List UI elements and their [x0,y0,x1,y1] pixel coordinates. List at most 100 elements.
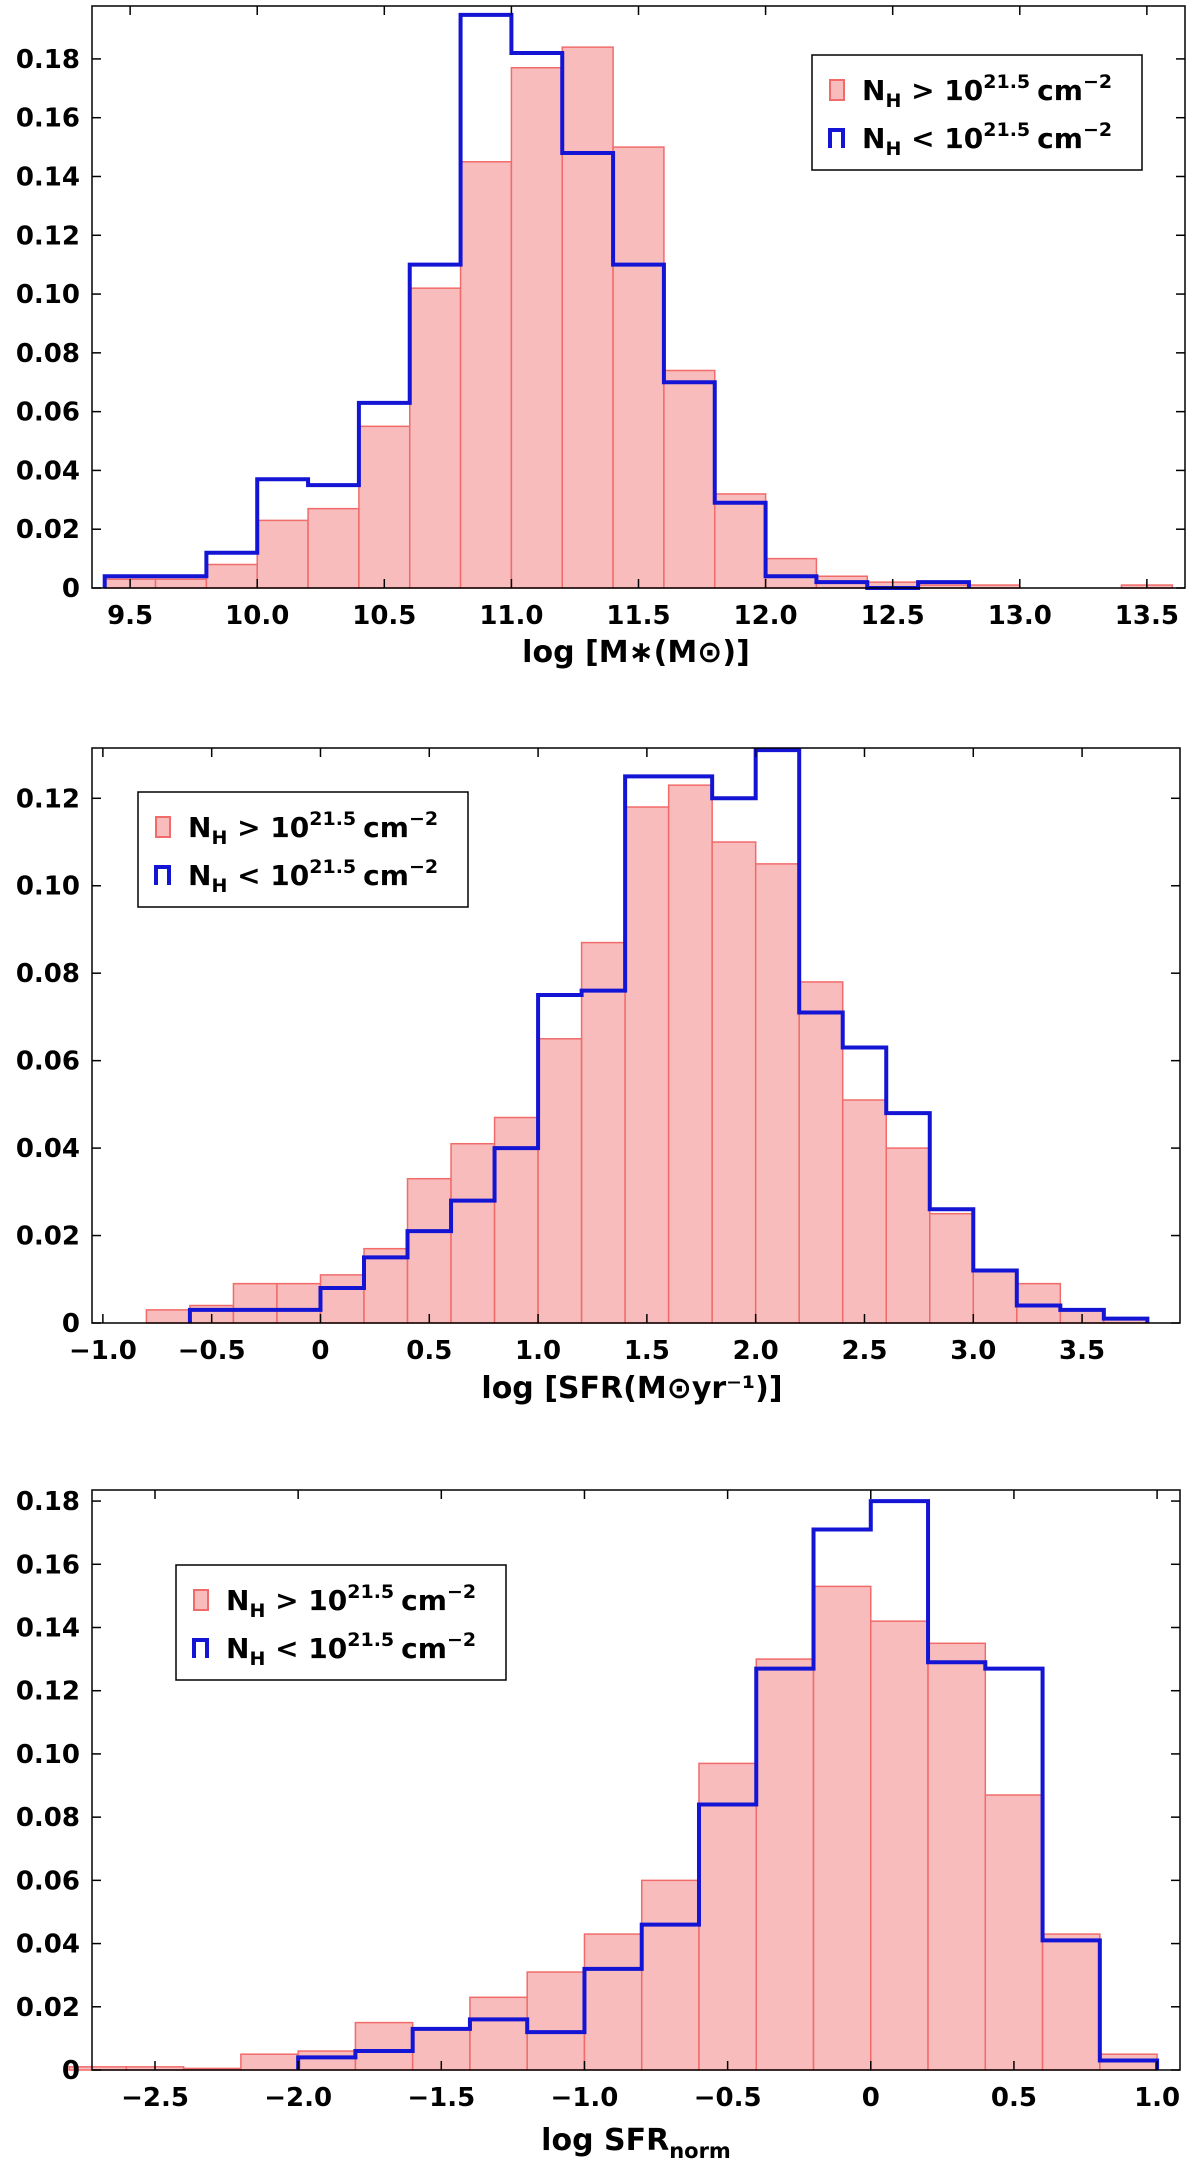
y-tick-label: 0.18 [16,1487,80,1517]
legend-unit: cm [401,1632,447,1665]
legend-relation: > 10 [901,74,983,107]
x-tick-label: −0.5 [694,2083,762,2113]
legend-exponent: 21.5 [983,119,1030,141]
y-tick-label: 0.08 [16,959,80,989]
x-tick-label: 1.0 [1134,2083,1180,2113]
histogram-bar-high [319,1274,365,1324]
x-tick-label: 13.5 [1115,601,1179,631]
histogram-bar-high [612,146,665,589]
histogram-bar-high [927,1642,987,2071]
histogram-bar-high [841,1099,887,1324]
legend-n-sub: H [249,1600,265,1622]
y-tick-label: 0.10 [16,1740,80,1770]
legend-n: N [188,859,211,892]
legend-n-sub: H [885,138,901,160]
legend-n: N [226,1584,249,1617]
legend-box [811,54,1143,171]
legend-label-high: NH > 1021.5 cm−2 [862,71,1112,112]
y-tick-label: 0.06 [16,1866,80,1896]
x-tick-label: 11.0 [479,601,543,631]
legend-relation: < 10 [901,122,983,155]
legend-exponent: 21.5 [347,1581,394,1603]
x-tick-label: −1.0 [69,1336,137,1366]
histogram-bar-high [583,1933,643,2071]
histogram-bar-high [145,1309,191,1324]
legend-label-low: NH < 1021.5 cm−2 [226,1629,476,1670]
legend-n: N [188,811,211,844]
legend-swatch-high [155,816,171,838]
series-low-nh-step-line [187,748,1150,1323]
y-tick-label: 0.06 [16,398,80,428]
x-tick-label: 0 [862,2083,880,2113]
histogram-bar-high [358,425,411,589]
y-tick-label: 0.02 [16,1993,80,2023]
histogram-bar-high [624,806,670,1324]
legend-swatch-low [192,1638,209,1658]
x-tick-label: 10.0 [225,601,289,631]
legend-unit: cm [363,811,409,844]
legend-swatch-high [829,79,845,101]
y-tick-label: 0.06 [16,1047,80,1077]
x-axis-label-subscript: norm [669,2139,731,2163]
legend-n: N [226,1632,249,1665]
histogram-bar-high [307,507,360,589]
y-tick-label: 0.14 [16,1613,80,1643]
legend: NH > 1021.5 cm−2NH < 1021.5 cm−2 [811,54,1143,171]
histogram-bar-high [984,1794,1044,2071]
legend-unit: cm [363,859,409,892]
legend-n-sub: H [211,827,227,849]
x-tick-label: 12.0 [734,601,798,631]
histogram-bar-high [297,2050,357,2071]
legend-relation: < 10 [265,1632,347,1665]
legend-swatch-low [154,865,171,885]
series-high-nh [103,46,1174,589]
y-tick-label: 0.04 [16,1930,80,1960]
histogram-bar-high [469,1996,528,2071]
plot-frame [91,747,1181,1324]
histogram-bar-high [240,2053,299,2071]
y-tick-label: 0 [62,1309,80,1339]
legend-unit: cm [1037,74,1083,107]
y-tick-label: 0 [62,574,80,604]
x-axis-label: log [SFR(M⊙yr⁻¹)] [481,1371,782,1406]
histogram-bar-high [755,1658,815,2071]
legend-relation: > 10 [227,811,309,844]
legend-unit-exponent: −2 [1083,71,1112,93]
legend-n: N [862,74,885,107]
histogram-bar-high [363,1247,409,1324]
legend-n-sub: H [885,90,901,112]
histogram-bar-high [408,287,462,589]
legend-unit-exponent: −2 [447,1629,476,1651]
histogram-bar-high [798,981,844,1324]
y-tick-label: 0.08 [16,339,80,369]
y-tick-label: 0.12 [16,1677,80,1707]
x-axis-label: log SFRnorm [541,2123,731,2163]
y-tick-label: 0.04 [16,456,80,486]
x-tick-label: 13.0 [988,601,1052,631]
x-axis-label: log [M∗(M⊙)] [522,635,750,670]
y-tick-label: 0 [62,2056,80,2086]
plot-frame [91,1489,1181,2071]
y-tick-label: 0.18 [16,45,80,75]
y-tick-label: 0.10 [16,872,80,902]
y-tick-label: 0.10 [16,280,80,310]
x-tick-label: 3.0 [950,1336,996,1366]
histogram-panel-3: −2.5 −2.0 −1.5 −1.0 −0.5 0 0.5 1.0 0 0.02 0.04 0.06… [16,1487,1181,2163]
y-tick-label: 0.12 [16,221,80,251]
histogram-bar-high [754,863,800,1324]
legend: NH > 1021.5 cm−2NH < 1021.5 cm−2 [137,791,469,908]
histogram-bar-high [256,519,309,589]
legend-n: N [862,122,885,155]
histogram-bar-high [1016,1282,1062,1324]
histogram-bar-high [972,1269,1018,1324]
histogram-bar-high [154,578,208,589]
series-low-nh-step-line [296,1499,1160,2070]
legend-relation: < 10 [227,859,309,892]
histogram-bar-high [276,1282,322,1324]
series-high-nh [145,784,1149,1324]
y-tick-label: 0.12 [16,784,80,814]
x-tick-label: 2.5 [841,1336,887,1366]
legend-unit-exponent: −2 [409,856,438,878]
x-tick-label: 1.0 [515,1336,561,1366]
histogram-bar-high [812,1585,872,2071]
